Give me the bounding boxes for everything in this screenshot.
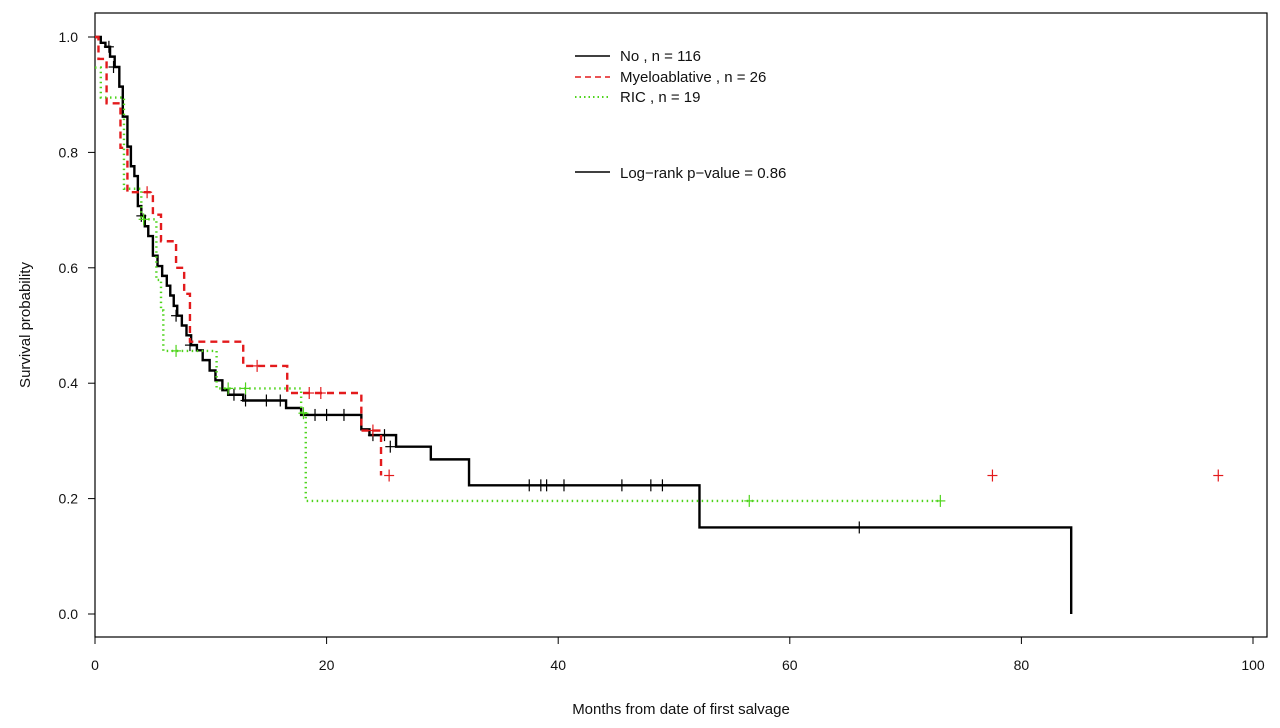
x-tick-label: 60 [782, 657, 798, 673]
x-tick-label: 80 [1014, 657, 1030, 673]
censor-mark-no [541, 479, 552, 492]
censor-mark-no [275, 394, 286, 407]
censor-mark-no [854, 521, 865, 534]
censor-mark-myeloablative [142, 186, 153, 199]
censor-mark-ric [138, 213, 149, 226]
censor-mark-no [103, 40, 114, 53]
km-curve-myeloablative [95, 35, 383, 476]
censor-mark-no [558, 479, 569, 492]
y-tick-label: 0.0 [59, 606, 79, 622]
censor-mark-no [616, 479, 627, 492]
censor-mark-myeloablative [315, 387, 326, 400]
y-tick-label: 0.4 [59, 375, 79, 391]
censor-mark-ric [935, 494, 946, 507]
x-tick-label: 20 [319, 657, 335, 673]
x-axis-title: Months from date of first salvage [572, 701, 790, 718]
legend-logrank-pvalue: Log−rank p−value = 0.86 [620, 165, 786, 182]
censor-mark-no [240, 394, 251, 407]
y-tick-label: 0.2 [59, 491, 79, 507]
plot-frame [94, 12, 1268, 638]
legend: No , n = 116 Myeloablative , n = 26 RIC … [575, 48, 786, 182]
x-tick-label: 100 [1241, 657, 1265, 673]
censor-mark-no [171, 309, 182, 322]
y-tick-label: 1.0 [59, 29, 79, 45]
y-tick-label: 0.6 [59, 260, 79, 276]
y-tick-label: 0.8 [59, 144, 79, 160]
km-curve-no [95, 35, 1073, 614]
censor-mark-myeloablative [384, 469, 395, 482]
legend-entry-ric: RIC , n = 19 [620, 89, 700, 106]
censor-mark-no [645, 479, 656, 492]
censor-mark-ric [744, 494, 755, 507]
km-curve-ric [95, 66, 941, 503]
y-axis-title: Survival probability [17, 262, 34, 388]
censor-mark-no [657, 479, 668, 492]
x-axis: 0 20 40 60 80 100 [91, 637, 1265, 673]
series-layer [95, 35, 1224, 614]
censor-mark-myeloablative [252, 359, 263, 372]
censor-mark-myeloablative [304, 387, 315, 400]
censor-mark-no [310, 408, 321, 421]
x-tick-label: 40 [550, 657, 566, 673]
censor-mark-no [228, 388, 239, 401]
censor-mark-no [524, 479, 535, 492]
censor-mark-ric [223, 382, 234, 395]
censor-mark-ric [171, 344, 182, 357]
censor-mark-no [338, 408, 349, 421]
censor-mark-ric [298, 407, 309, 420]
legend-entry-no: No , n = 116 [620, 48, 701, 65]
x-tick-label: 0 [91, 657, 99, 673]
censor-mark-no [385, 440, 396, 453]
legend-entry-myeloablative: Myeloablative , n = 26 [620, 69, 766, 86]
y-axis: 0.0 0.2 0.4 0.6 0.8 1.0 [59, 29, 95, 622]
censor-mark-no [108, 61, 119, 74]
censor-mark-myeloablative [987, 469, 998, 482]
censor-mark-no [321, 408, 332, 421]
censor-mark-myeloablative [1213, 469, 1224, 482]
censor-mark-no [261, 394, 272, 407]
censor-mark-myeloablative [367, 424, 378, 437]
censor-mark-ric [240, 382, 251, 395]
